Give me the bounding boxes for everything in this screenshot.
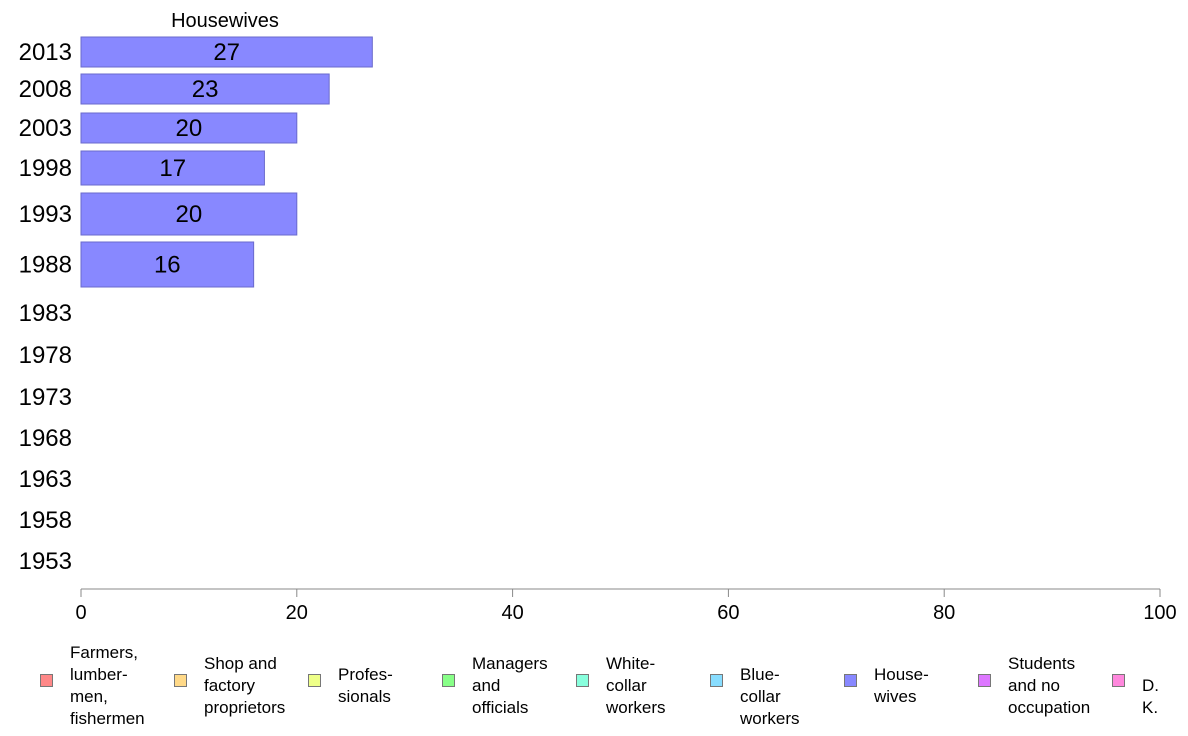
x-tick-label: 20 xyxy=(286,602,308,624)
year-label: 1983 xyxy=(19,300,72,327)
year-label: 2003 xyxy=(19,115,72,142)
legend-swatch-icon xyxy=(844,674,857,687)
bar xyxy=(80,241,255,288)
bar xyxy=(80,73,330,105)
bar xyxy=(80,150,265,186)
bar xyxy=(80,112,298,144)
legend-label: Farmers, lumber- men, fishermen xyxy=(70,643,145,728)
bar-value-label: 17 xyxy=(159,155,186,182)
legend-label: House- wives xyxy=(874,665,929,706)
bar-value-label: 27 xyxy=(213,39,240,66)
year-label: 2008 xyxy=(19,76,72,103)
legend-label: D. K. xyxy=(1142,676,1159,717)
year-label: 2013 xyxy=(19,39,72,66)
legend-swatch-icon xyxy=(40,674,53,687)
bar-value-label: 16 xyxy=(154,252,181,279)
bars-layer: 27 23 20 17 20 16 xyxy=(80,36,373,288)
x-tick-label: 0 xyxy=(75,602,86,624)
legend-swatch-icon xyxy=(1112,674,1125,687)
year-label: 1958 xyxy=(19,507,72,534)
year-label: 1978 xyxy=(19,342,72,369)
legend: Farmers, lumber- men, fishermen Shop and … xyxy=(0,643,1188,728)
x-tick-label: 40 xyxy=(501,602,523,624)
x-tick-label: 60 xyxy=(717,602,739,624)
bar xyxy=(80,192,298,236)
x-tick-label: 100 xyxy=(1143,602,1176,624)
legend-label: White- collar workers xyxy=(606,654,666,717)
year-label: 1993 xyxy=(19,201,72,228)
legend-swatch-icon xyxy=(576,674,589,687)
year-label: 1998 xyxy=(19,155,72,182)
x-axis: 0 20 40 60 80 100 xyxy=(75,588,1177,624)
legend-label: Profes- sionals xyxy=(338,665,393,706)
bar-value-label: 20 xyxy=(176,115,203,142)
year-label: 1963 xyxy=(19,466,72,493)
legend-label: Students and no occupation xyxy=(1008,654,1091,717)
legend-swatch-icon xyxy=(174,674,187,687)
legend-swatch-icon xyxy=(710,674,723,687)
year-label: 1968 xyxy=(19,425,72,452)
year-label: 1988 xyxy=(19,252,72,279)
chart-title: Housewives xyxy=(171,10,279,32)
bar-value-label: 20 xyxy=(176,201,203,228)
legend-swatch-icon xyxy=(442,674,455,687)
legend-swatch-icon xyxy=(978,674,991,687)
bar-value-label: 23 xyxy=(192,76,219,103)
bar-chart: Housewives 27 23 20 17 20 16 2013 2008 2003 1998… xyxy=(19,10,1177,624)
legend-swatch-icon xyxy=(308,674,321,687)
year-label: 1953 xyxy=(19,548,72,575)
category-labels: 2013 2008 2003 1998 1993 1988 1983 1978 1973 1968… xyxy=(19,39,72,575)
legend-label: Shop and factory proprietors xyxy=(204,654,286,717)
x-tick-label: 80 xyxy=(933,602,955,624)
year-label: 1973 xyxy=(19,384,72,411)
legend-label: Managers and officials xyxy=(472,654,548,717)
legend-label: Blue-collar workers xyxy=(740,665,800,728)
bar xyxy=(80,36,373,68)
